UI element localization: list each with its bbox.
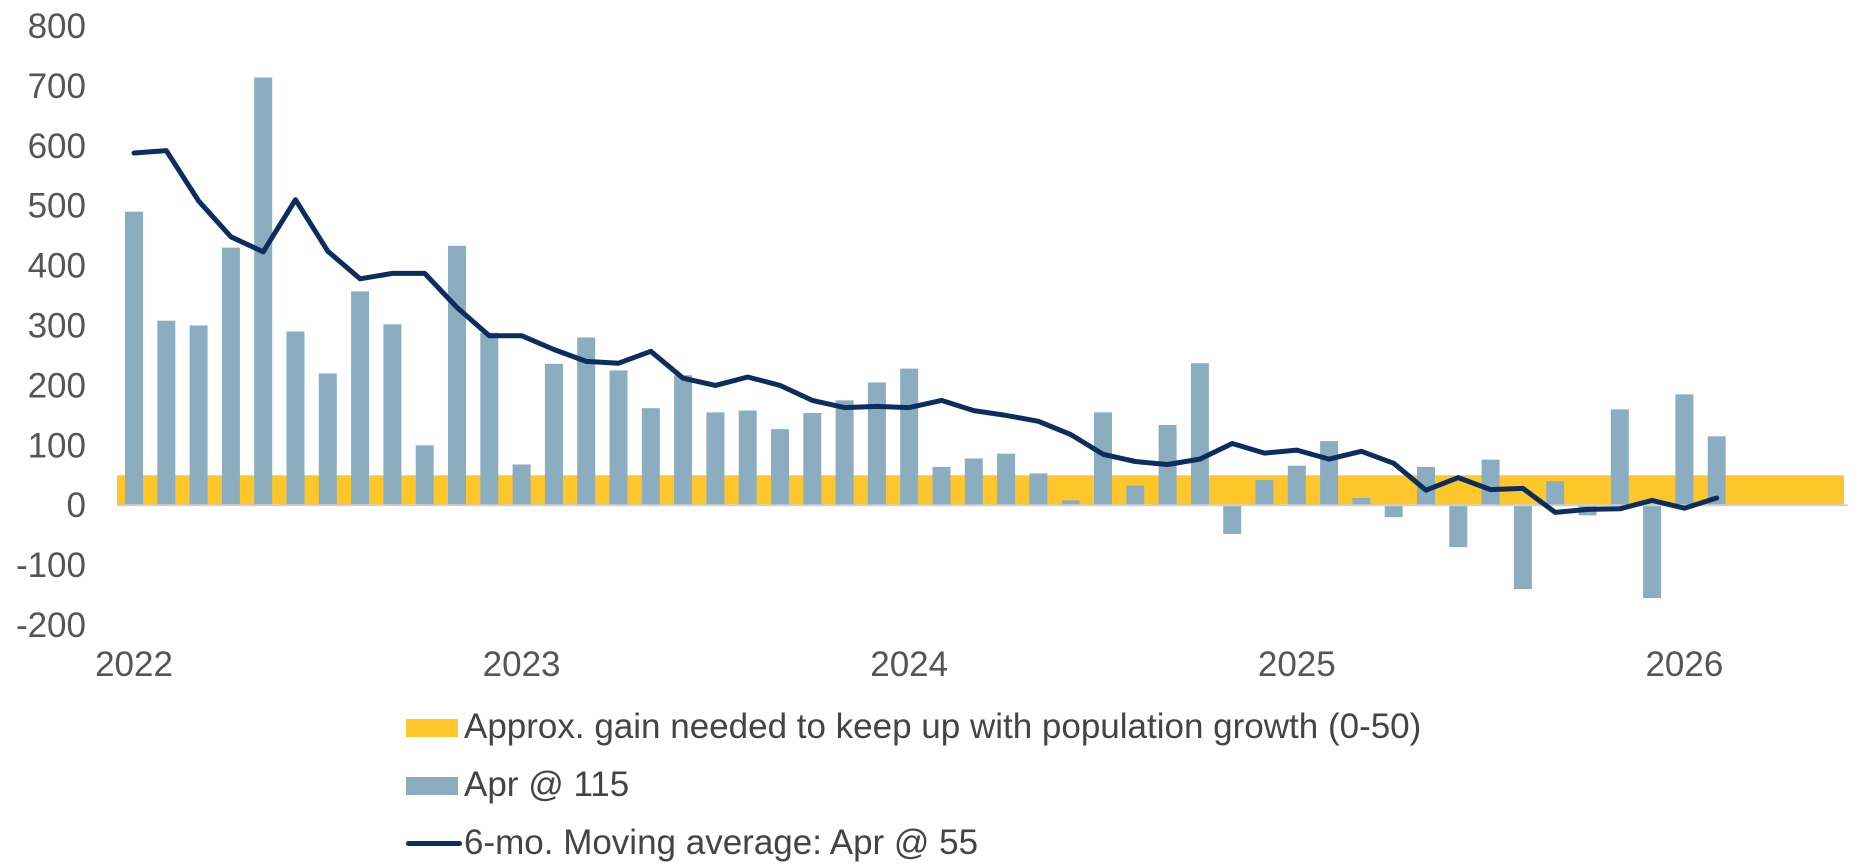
- legend-swatch-band: [406, 719, 458, 737]
- bar: [1223, 505, 1242, 534]
- moving-average-series: [131, 148, 1720, 515]
- y-tick-label: 700: [28, 67, 86, 106]
- x-tick-label: 2025: [1258, 645, 1336, 684]
- bar: [577, 337, 596, 506]
- y-tick-label: 200: [28, 366, 86, 405]
- bar: [254, 77, 273, 506]
- y-axis: 800 700 600 500 400 300 200 100 0 -100 -200: [16, 7, 86, 645]
- bar: [1481, 459, 1500, 506]
- legend-label-band: Approx. gain needed to keep up with popu…: [464, 707, 1422, 746]
- bar: [900, 368, 919, 506]
- y-tick-label: 0: [67, 486, 86, 525]
- bar: [125, 211, 143, 506]
- bar: [1417, 466, 1435, 506]
- x-tick-label: 2026: [1645, 645, 1723, 684]
- bar: [1094, 412, 1112, 506]
- bar: [1126, 485, 1145, 506]
- bar: [1643, 505, 1662, 599]
- bar: [1255, 480, 1274, 506]
- bar: [448, 245, 466, 506]
- bar: [1384, 505, 1403, 518]
- bar: [1675, 394, 1694, 506]
- x-tick-label: 2023: [483, 645, 561, 684]
- bar: [415, 445, 434, 506]
- bar: [351, 291, 370, 506]
- bar: [1190, 363, 1209, 506]
- bar: [1546, 481, 1565, 506]
- x-axis: 2022 2023 2024 2025 2026: [95, 645, 1723, 684]
- bar: [1320, 441, 1339, 506]
- bar: [480, 332, 499, 506]
- bar: [641, 408, 660, 506]
- y-tick-label: -200: [16, 606, 86, 645]
- bar: [932, 466, 951, 506]
- legend-label-line: 6-mo. Moving average: Apr @ 55: [464, 823, 979, 862]
- bar: [803, 412, 822, 506]
- y-tick-label: 500: [28, 187, 86, 226]
- legend-label-bars: Apr @ 115: [464, 765, 630, 804]
- x-tick-label: 2022: [95, 645, 173, 684]
- y-tick-label: -100: [16, 546, 86, 585]
- moving-average-line: [131, 148, 1720, 515]
- bar: [609, 370, 628, 506]
- legend-swatch-line: [406, 841, 462, 846]
- bar: [221, 247, 240, 506]
- bar-series: [125, 77, 1726, 599]
- bar: [1610, 409, 1629, 506]
- bar: [286, 331, 305, 506]
- bar: [997, 453, 1016, 506]
- bar: [738, 410, 757, 506]
- bar: [383, 324, 402, 506]
- bar: [512, 464, 531, 506]
- y-tick-label: 800: [28, 7, 86, 46]
- bar: [771, 429, 789, 506]
- bar: [674, 375, 693, 506]
- y-tick-label: 100: [28, 426, 86, 465]
- legend-swatch-bars: [406, 777, 458, 795]
- y-tick-label: 300: [28, 307, 86, 346]
- x-tick-label: 2024: [870, 645, 948, 684]
- bar: [189, 325, 208, 506]
- bar: [835, 400, 854, 506]
- bar: [867, 382, 886, 506]
- y-tick-label: 600: [28, 127, 86, 166]
- bar: [1449, 505, 1468, 548]
- bar: [964, 458, 983, 506]
- bar: [1061, 500, 1080, 506]
- bar: [1707, 436, 1726, 506]
- bar: [1287, 465, 1306, 506]
- bar: [1352, 498, 1371, 506]
- bar: [1029, 473, 1048, 506]
- bar: [544, 363, 563, 506]
- bar: [1513, 505, 1532, 590]
- bar: [157, 320, 176, 506]
- bar: [706, 412, 725, 506]
- y-tick-label: 400: [28, 247, 86, 286]
- bar: [318, 373, 337, 506]
